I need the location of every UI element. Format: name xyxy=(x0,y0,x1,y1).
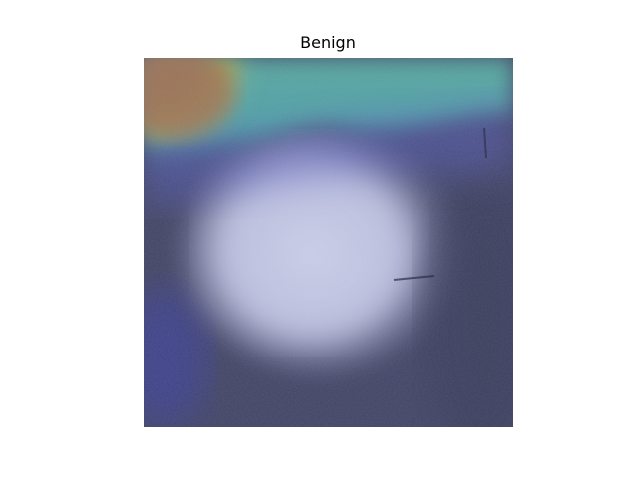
grain-texture xyxy=(144,58,513,427)
streak-1 xyxy=(393,275,435,281)
figure-title: Benign xyxy=(300,33,356,52)
streak-2 xyxy=(483,127,487,159)
heatmap-image xyxy=(144,58,513,427)
heatmap-overlay-svg xyxy=(144,58,513,427)
